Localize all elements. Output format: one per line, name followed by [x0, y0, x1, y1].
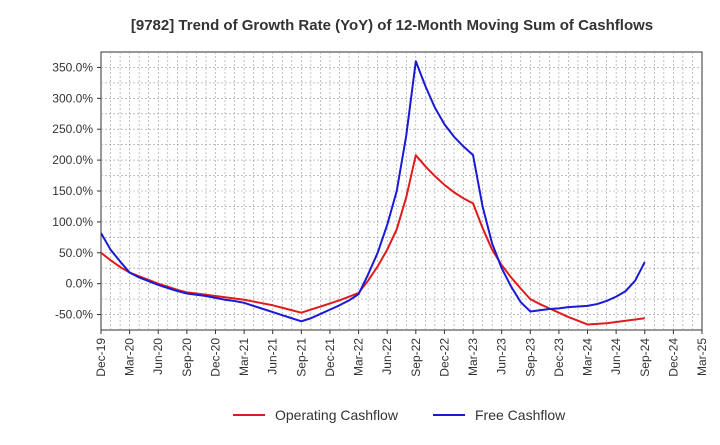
y-tick-label: 200.0%: [52, 153, 93, 167]
x-tick-label: Mar-25: [695, 338, 709, 376]
gridlines: [101, 52, 702, 330]
chart-title: [9782] Trend of Growth Rate (YoY) of 12-…: [131, 17, 653, 34]
legend-label-free-cashflow: Free Cashflow: [475, 407, 566, 423]
x-tick-label: Mar-20: [123, 338, 137, 376]
x-tick-label: Sep-23: [523, 338, 537, 377]
y-tick-label: 150.0%: [52, 184, 93, 198]
y-tick-label: 250.0%: [52, 122, 93, 136]
x-tick-label: Sep-21: [294, 338, 308, 377]
x-tick-label: Jun-21: [266, 338, 280, 375]
x-tick-label: Sep-22: [409, 338, 423, 377]
x-tick-label: Sep-24: [638, 338, 652, 377]
x-tick-label: Jun-20: [151, 338, 165, 375]
y-tick-label: 100.0%: [52, 215, 93, 229]
x-tick-label: Dec-23: [552, 338, 566, 377]
x-tick-label: Mar-23: [466, 338, 480, 376]
y-tick-label: 50.0%: [59, 246, 93, 260]
x-tick-label: Jun-24: [609, 338, 623, 375]
x-tick-label: Dec-24: [666, 338, 680, 377]
x-tick-label: Jun-23: [495, 338, 509, 375]
legend-label-operating-cashflow: Operating Cashflow: [275, 407, 399, 423]
y-tick-label: -50.0%: [55, 308, 93, 322]
x-tick-label: Dec-20: [208, 338, 222, 377]
y-tick-label: 300.0%: [52, 91, 93, 105]
series-line-operating-cashflow: [101, 154, 645, 326]
x-tick-label: Dec-19: [94, 338, 108, 377]
y-tick-label: 0.0%: [66, 277, 94, 291]
x-tick-label: Mar-21: [237, 338, 251, 376]
x-tick-label: Mar-24: [581, 338, 595, 376]
x-tick-label: Sep-20: [180, 338, 194, 377]
x-tick-label: Dec-21: [323, 338, 337, 377]
series-line-free-cashflow: [101, 60, 646, 323]
x-tick-label: Mar-22: [352, 338, 366, 376]
plot-area: -50.0% 0.0% 50.0% 100.0% 150.0% 200.0% 250.0% 3…: [52, 51, 709, 377]
y-tick-label: 350.0%: [52, 60, 93, 74]
x-tick-label: Jun-22: [380, 338, 394, 375]
x-tick-label: Dec-22: [437, 338, 451, 377]
chart-legend: Operating Cashflow Free Cashflow: [233, 407, 566, 423]
